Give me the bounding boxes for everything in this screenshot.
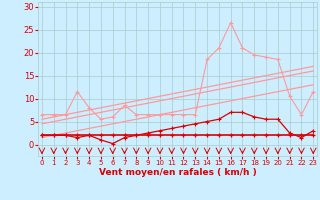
X-axis label: Vent moyen/en rafales ( km/h ): Vent moyen/en rafales ( km/h ): [99, 168, 256, 177]
